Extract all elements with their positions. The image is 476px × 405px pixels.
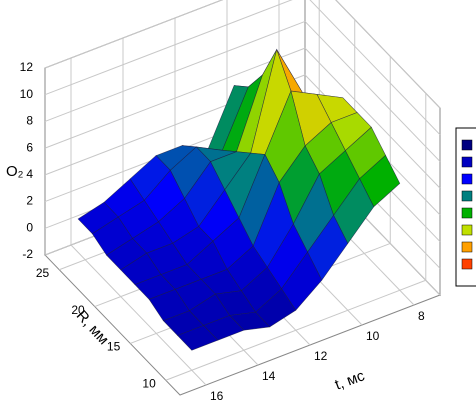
legend-swatch [461, 224, 473, 236]
surface-patch [177, 325, 219, 351]
grid-line [335, 0, 441, 109]
grid-line [304, 21, 441, 162]
x-tick-label: 10 [366, 329, 380, 343]
grid-line [70, 244, 207, 386]
x-tick-label: 8 [418, 309, 425, 323]
x-axis-label: t, мс [333, 367, 368, 394]
legend-swatch [461, 173, 473, 185]
grid-line [304, 47, 441, 189]
z-tick-label: 0 [26, 220, 33, 234]
surface [77, 48, 401, 351]
legend-swatch [461, 139, 473, 151]
z-tick-label: 4 [26, 167, 33, 181]
grid-line [165, 279, 426, 381]
z-tick-label: 12 [20, 60, 34, 74]
y-tick-label: 10 [142, 376, 156, 390]
legend-swatch [461, 207, 473, 219]
z-tick-label: 10 [20, 87, 34, 101]
y-tick-label: 20 [71, 303, 85, 317]
legend-swatch [461, 258, 473, 270]
x-tick-label: 12 [314, 349, 328, 363]
grid-line [309, 0, 441, 136]
y-tick-label: 15 [107, 340, 121, 354]
z-tick-label: 2 [26, 194, 33, 208]
legend-swatch [461, 241, 473, 253]
z-axis-label: O₂ [6, 163, 24, 180]
legend-swatch [461, 156, 473, 168]
z-tick-label: 6 [26, 140, 33, 154]
x-tick-label: 16 [210, 389, 224, 403]
z-tick-label: -2 [22, 247, 33, 261]
legend-swatch [461, 190, 473, 202]
z-tick-label: 8 [26, 114, 33, 128]
x-tick-label: 14 [262, 369, 276, 383]
y-tick-label: 25 [36, 266, 50, 280]
